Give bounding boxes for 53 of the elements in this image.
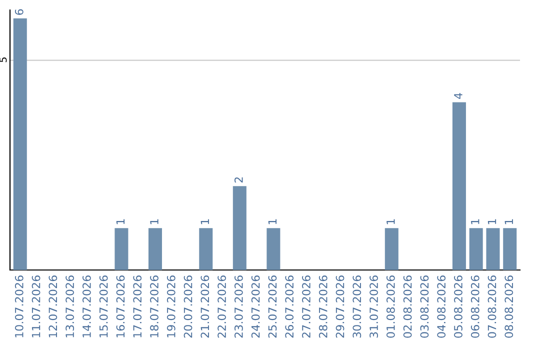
x-tick-label: 26.07.2026: [285, 276, 294, 338]
x-tick-label: 04.08.2026: [437, 276, 446, 338]
bar: [199, 228, 213, 270]
x-tick-label: 21.07.2026: [200, 276, 210, 338]
bar: [266, 228, 280, 270]
x-tick-label: 23.07.2026: [234, 276, 243, 338]
bar: [13, 18, 27, 270]
data-label: 6: [14, 9, 24, 15]
x-tick-label: 11.07.2026: [32, 276, 40, 338]
x-tick-label: 25.07.2026: [268, 276, 277, 338]
bar: [384, 228, 398, 270]
data-label: 1: [471, 219, 480, 224]
x-tick-label: 30.07.2026: [352, 276, 362, 338]
bar: [148, 228, 162, 270]
x-tick-label: 18.07.2026: [150, 276, 158, 338]
bar: [232, 186, 246, 270]
x-tick-label: 06.08.2026: [470, 276, 480, 338]
x-tick-label: 05.08.2026: [454, 276, 462, 338]
x-tick-label: 13.07.2026: [66, 276, 74, 338]
x-tick-label: 31.07.2026: [370, 276, 378, 338]
x-tick-label: 02.08.2026: [403, 276, 412, 338]
data-label: 1: [200, 219, 209, 224]
x-tick-label: 19.07.2026: [166, 276, 176, 338]
x-tick-label: 28.07.2026: [318, 276, 328, 338]
data-label: 1: [150, 219, 158, 224]
x-tick-label: 27.07.2026: [302, 276, 310, 338]
x-tick-label: 07.08.2026: [488, 276, 496, 338]
x-tick-label: 16.07.2026: [116, 276, 125, 338]
x-tick-label: 03.08.2026: [420, 276, 429, 338]
x-tick-label: 29.07.2026: [336, 276, 344, 338]
bar: [452, 102, 466, 270]
data-label: 1: [488, 219, 496, 224]
x-tick-label: 10.07.2026: [14, 276, 24, 338]
bar: [469, 228, 483, 270]
data-label: 1: [116, 219, 125, 224]
x-tick-label: 20.07.2026: [184, 276, 192, 338]
x-tick-label: 15.07.2026: [99, 276, 108, 338]
y-tick-label: 5: [0, 57, 7, 62]
x-tick-label: 01.08.2026: [386, 276, 395, 338]
x-tick-label: 24.07.2026: [251, 276, 260, 338]
bar: [114, 228, 128, 270]
x-tick-label: 22.07.2026: [218, 276, 226, 338]
data-label: 2: [234, 177, 243, 183]
data-label: 1: [386, 219, 395, 224]
x-tick-label: 12.07.2026: [48, 276, 58, 338]
data-label: 1: [504, 219, 513, 224]
data-label: 4: [454, 93, 462, 99]
data-label: 1: [268, 219, 277, 224]
x-tick-label: 14.07.2026: [82, 276, 91, 338]
x-tick-label: 17.07.2026: [133, 276, 142, 338]
bar: [503, 228, 517, 270]
x-tick-label: 08.08.2026: [504, 276, 514, 338]
bar: [486, 228, 500, 270]
